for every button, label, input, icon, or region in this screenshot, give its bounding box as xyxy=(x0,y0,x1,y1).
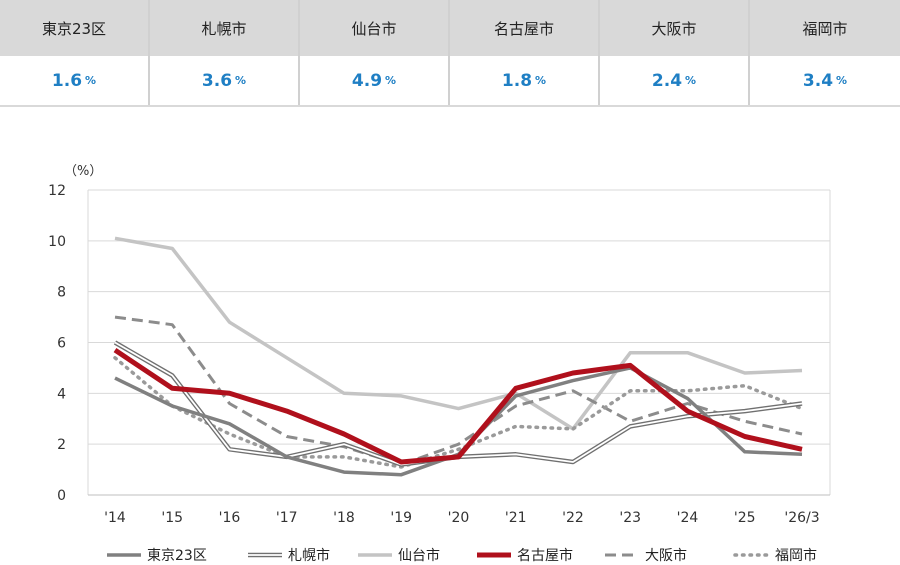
city-value: 3.6 xyxy=(201,70,233,91)
city-value-cell: 2.4% xyxy=(600,56,748,105)
city-value-cell: 1.8% xyxy=(450,56,598,105)
summary-col-sendai: 仙台市 4.9% xyxy=(300,0,448,105)
x-tick-label: '22 xyxy=(562,510,584,526)
column-divider xyxy=(748,0,750,105)
y-tick-labels: 0 2 4 6 8 10 12 xyxy=(48,183,66,504)
legend-item: 東京23区 xyxy=(107,548,207,564)
y-tick-label: 2 xyxy=(57,437,66,453)
y-tick-label: 10 xyxy=(48,234,66,250)
city-value-cell: 1.6% xyxy=(0,56,148,105)
legend-item: 仙台市 xyxy=(358,547,440,564)
legend-label: 札幌市 xyxy=(288,547,330,564)
chart-legend: 東京23区 札幌市 仙台市 名古屋市 大阪市 福岡市 xyxy=(107,547,817,564)
legend-label: 大阪市 xyxy=(645,547,687,564)
city-value-cell: 3.6% xyxy=(150,56,298,105)
y-tick-label: 12 xyxy=(48,183,66,199)
city-unit: % xyxy=(235,74,247,87)
city-value: 1.8 xyxy=(501,70,533,91)
city-value: 3.4 xyxy=(802,70,834,91)
y-tick-label: 0 xyxy=(57,488,66,504)
series-line xyxy=(114,236,803,431)
chart-gridlines xyxy=(88,189,830,445)
chart-axes xyxy=(87,190,831,496)
city-value-cell: 4.9% xyxy=(300,56,448,105)
city-header: 札幌市 xyxy=(150,0,298,56)
y-tick-label: 8 xyxy=(57,285,66,301)
legend-item: 大阪市 xyxy=(605,547,687,564)
column-divider xyxy=(448,0,450,105)
city-unit: % xyxy=(85,74,97,87)
x-tick-label: '24 xyxy=(677,510,699,526)
city-header: 名古屋市 xyxy=(450,0,598,56)
city-value-cell: 3.4% xyxy=(750,56,900,105)
y-axis-label: （%） xyxy=(64,164,102,179)
series-line xyxy=(113,356,804,469)
chart-series xyxy=(113,236,804,477)
summary-col-sapporo: 札幌市 3.6% xyxy=(150,0,298,105)
series-line xyxy=(113,348,803,465)
series-line-inner xyxy=(114,341,803,466)
city-header: 大阪市 xyxy=(600,0,748,56)
series-4 xyxy=(114,315,803,466)
summary-table: 東京23区 1.6% 札幌市 3.6% 仙台市 4.9% 名古屋市 1.8% 大… xyxy=(0,0,900,107)
legend-label: 仙台市 xyxy=(398,547,440,564)
legend-label: 東京23区 xyxy=(147,548,207,564)
legend-label: 名古屋市 xyxy=(517,547,573,564)
column-divider xyxy=(298,0,300,105)
legend-label: 福岡市 xyxy=(775,547,817,564)
x-tick-label: '17 xyxy=(276,510,298,526)
x-tick-labels: '14 '15 '16 '17 '18 '19 '20 '21 '22 '23 '24 '25 '26/… xyxy=(104,510,819,526)
series-5 xyxy=(113,356,804,469)
series-3 xyxy=(113,348,803,465)
summary-col-tokyo: 東京23区 1.6% xyxy=(0,0,148,105)
city-unit: % xyxy=(385,74,397,87)
city-header: 福岡市 xyxy=(750,0,900,56)
city-unit: % xyxy=(685,74,697,87)
city-header: 仙台市 xyxy=(300,0,448,56)
summary-col-nagoya: 名古屋市 1.8% xyxy=(450,0,598,105)
x-tick-label: '14 xyxy=(104,510,126,526)
column-divider xyxy=(598,0,600,105)
series-line-outer xyxy=(113,340,803,467)
x-tick-label: '16 xyxy=(219,510,241,526)
x-tick-label: '25 xyxy=(734,510,756,526)
summary-col-osaka: 大阪市 2.4% xyxy=(600,0,748,105)
city-value: 1.6 xyxy=(51,70,83,91)
series-1 xyxy=(113,340,803,467)
series-line xyxy=(114,315,803,466)
summary-col-fukuoka: 福岡市 3.4% xyxy=(750,0,900,105)
legend-item: 名古屋市 xyxy=(477,547,573,564)
x-tick-label: '15 xyxy=(161,510,183,526)
legend-item: 札幌市 xyxy=(248,547,330,564)
city-header: 東京23区 xyxy=(0,0,148,56)
city-value: 4.9 xyxy=(351,70,383,91)
city-value: 2.4 xyxy=(651,70,683,91)
x-tick-label: '26/3 xyxy=(784,510,819,526)
series-2 xyxy=(114,236,803,431)
legend-item: 福岡市 xyxy=(733,547,817,564)
x-tick-label: '18 xyxy=(333,510,355,526)
column-divider xyxy=(148,0,150,105)
x-tick-label: '20 xyxy=(448,510,470,526)
city-unit: % xyxy=(535,74,547,87)
x-tick-label: '19 xyxy=(390,510,412,526)
city-unit: % xyxy=(836,74,848,87)
y-tick-label: 4 xyxy=(57,386,66,402)
x-tick-label: '23 xyxy=(619,510,641,526)
y-tick-label: 6 xyxy=(57,336,66,352)
x-tick-label: '21 xyxy=(505,510,527,526)
